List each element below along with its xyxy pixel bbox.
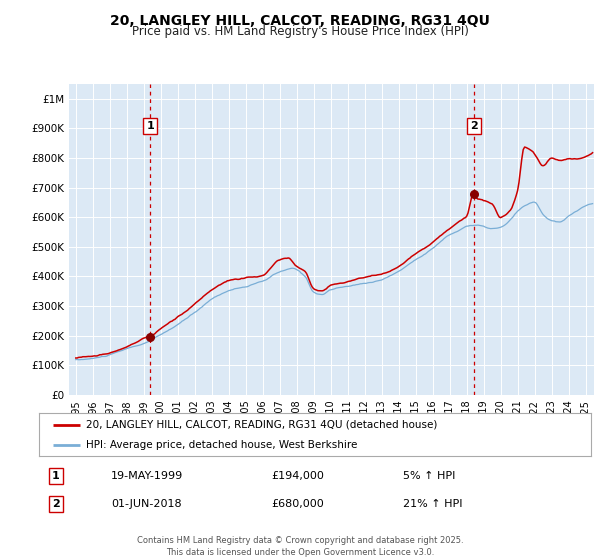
Text: HPI: Average price, detached house, West Berkshire: HPI: Average price, detached house, West…: [86, 441, 357, 450]
Text: 1: 1: [52, 471, 59, 481]
Text: 2: 2: [470, 121, 478, 131]
Text: 1: 1: [146, 121, 154, 131]
Text: 01-JUN-2018: 01-JUN-2018: [111, 499, 181, 509]
Text: Price paid vs. HM Land Registry's House Price Index (HPI): Price paid vs. HM Land Registry's House …: [131, 25, 469, 38]
Text: £680,000: £680,000: [271, 499, 323, 509]
Text: 19-MAY-1999: 19-MAY-1999: [111, 471, 183, 481]
Text: 2: 2: [52, 499, 59, 509]
Text: 5% ↑ HPI: 5% ↑ HPI: [403, 471, 455, 481]
Text: £194,000: £194,000: [271, 471, 324, 481]
Text: Contains HM Land Registry data © Crown copyright and database right 2025.
This d: Contains HM Land Registry data © Crown c…: [137, 536, 463, 557]
Text: 21% ↑ HPI: 21% ↑ HPI: [403, 499, 463, 509]
Text: 20, LANGLEY HILL, CALCOT, READING, RG31 4QU: 20, LANGLEY HILL, CALCOT, READING, RG31 …: [110, 14, 490, 28]
Text: 20, LANGLEY HILL, CALCOT, READING, RG31 4QU (detached house): 20, LANGLEY HILL, CALCOT, READING, RG31 …: [86, 420, 437, 430]
